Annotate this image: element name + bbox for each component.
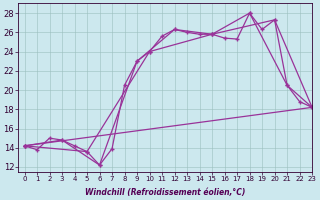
X-axis label: Windchill (Refroidissement éolien,°C): Windchill (Refroidissement éolien,°C) [85, 188, 245, 197]
